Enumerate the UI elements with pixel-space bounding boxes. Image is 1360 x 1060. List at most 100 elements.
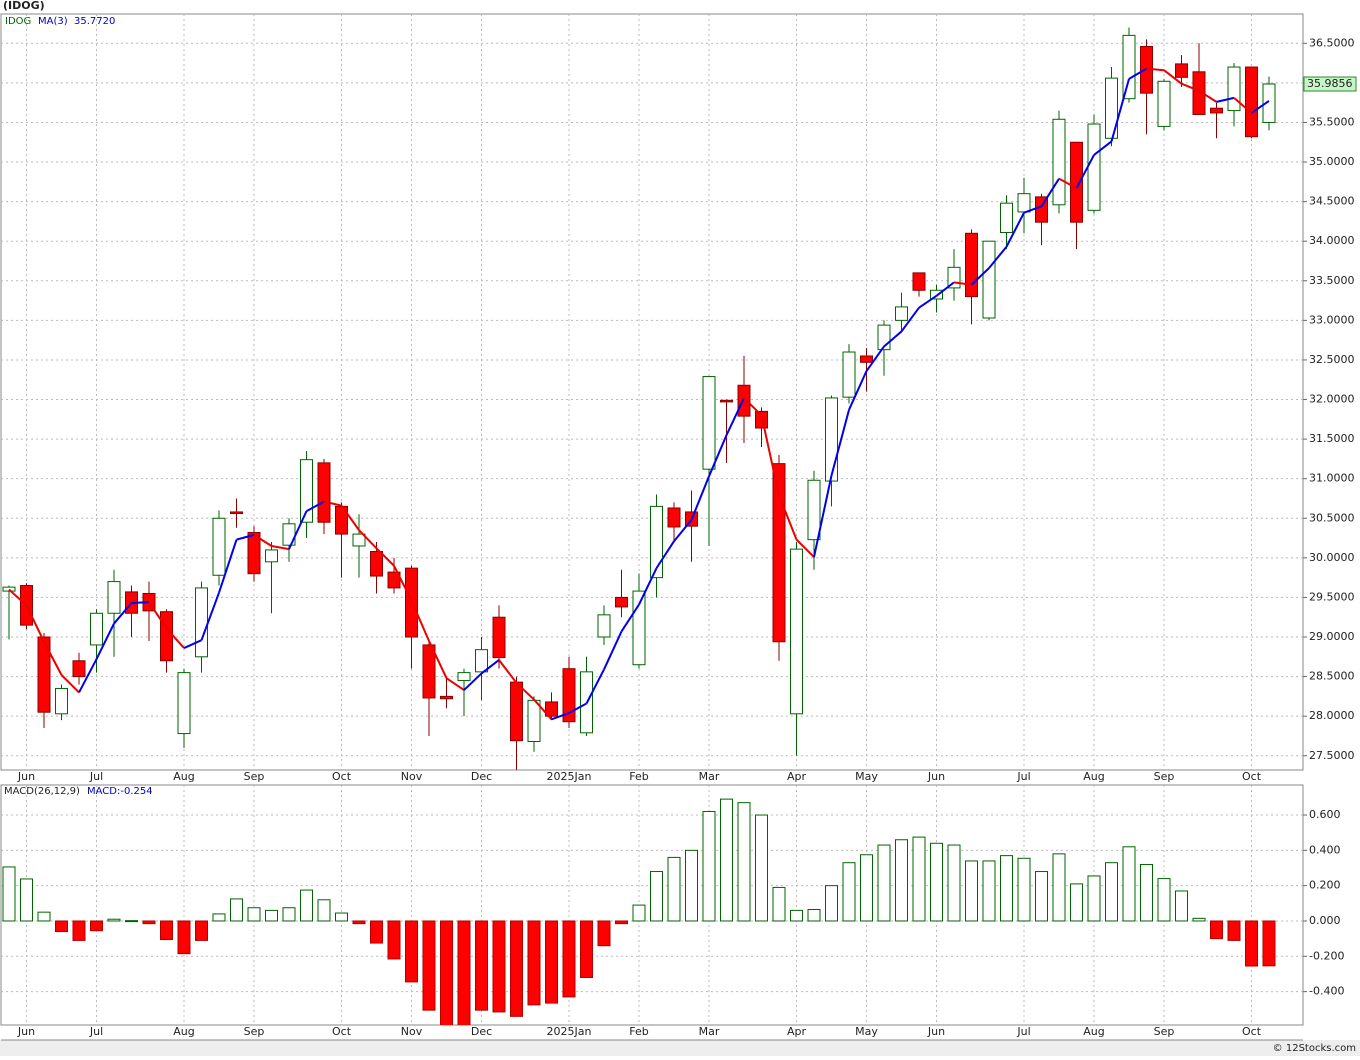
candle-body bbox=[475, 649, 488, 673]
macd-bar bbox=[615, 920, 628, 925]
ma-line bbox=[690, 475, 710, 521]
ma-line bbox=[900, 307, 920, 333]
macd-bar bbox=[230, 898, 243, 922]
x-tick-label: Feb bbox=[629, 770, 648, 783]
ma-line bbox=[743, 397, 763, 417]
ma-line bbox=[148, 601, 168, 629]
macd-bar bbox=[212, 913, 226, 922]
ma-line bbox=[655, 540, 675, 569]
candle-body bbox=[597, 614, 611, 638]
macd-bar bbox=[177, 920, 191, 955]
macd-bar bbox=[282, 907, 296, 922]
macd-bar bbox=[877, 844, 891, 922]
candle-body bbox=[790, 548, 803, 715]
ma-line bbox=[673, 519, 693, 542]
x-tick-label: Oct bbox=[1242, 770, 1262, 783]
macd-bar bbox=[580, 920, 593, 978]
candle-body bbox=[440, 695, 453, 700]
macd-bar bbox=[475, 920, 488, 1011]
candle-body bbox=[457, 672, 471, 682]
macd-bar bbox=[527, 920, 541, 1006]
panel-title: MACD(26,12,9) bbox=[4, 786, 80, 797]
ma-line bbox=[795, 538, 815, 558]
x-tick-label: Aug bbox=[173, 770, 194, 783]
macd-bar bbox=[790, 909, 803, 922]
x-tick-label: Mar bbox=[699, 1025, 720, 1038]
x-tick-label: Nov bbox=[401, 1025, 423, 1038]
x-tick-label: Mar bbox=[699, 770, 720, 783]
ma-line bbox=[131, 601, 150, 604]
x-tick-label: Sep bbox=[244, 770, 265, 783]
ma-line bbox=[603, 631, 623, 670]
y-tick-label: 0.600 bbox=[1309, 808, 1341, 821]
copyright: © 12Stocks.com bbox=[1273, 1043, 1356, 1054]
macd-bar bbox=[982, 860, 996, 922]
macd-bar bbox=[720, 798, 733, 922]
ma-line bbox=[1198, 89, 1218, 103]
y-tick-label: 36.5000 bbox=[1309, 36, 1355, 49]
ma-line bbox=[323, 500, 342, 507]
x-tick-label: Jul bbox=[89, 1025, 103, 1038]
candle-body bbox=[387, 571, 401, 589]
macd-bar bbox=[650, 871, 663, 922]
macd-bar bbox=[1000, 855, 1013, 922]
macd-bar bbox=[807, 909, 821, 922]
ma-line bbox=[95, 623, 115, 660]
macd-bar bbox=[1052, 853, 1066, 922]
candle-body bbox=[1017, 193, 1031, 213]
y-tick-label: 28.5000 bbox=[1309, 670, 1355, 683]
candle-body bbox=[807, 479, 821, 541]
y-tick-label: 30.5000 bbox=[1309, 511, 1355, 524]
x-tick-label: Aug bbox=[173, 1025, 194, 1038]
macd-bar bbox=[1192, 917, 1206, 922]
ma-line bbox=[236, 533, 255, 541]
ma-line bbox=[8, 588, 28, 607]
macd-bar bbox=[1262, 920, 1276, 967]
ma-line bbox=[306, 500, 325, 513]
candle-body bbox=[177, 672, 191, 735]
candle-body bbox=[352, 533, 366, 547]
ma-line bbox=[480, 659, 500, 675]
ma-line bbox=[1075, 154, 1095, 189]
candle-body bbox=[510, 681, 523, 742]
y-tick-label: 35.0000 bbox=[1309, 155, 1355, 168]
last-price-box bbox=[1303, 76, 1357, 92]
ma-line bbox=[463, 672, 483, 691]
macd-bar bbox=[20, 878, 33, 922]
x-tick-label: Nov bbox=[401, 770, 423, 783]
y-tick-label: 33.5000 bbox=[1309, 274, 1355, 287]
ma-line bbox=[358, 529, 378, 550]
x-tick-label: May bbox=[855, 1025, 878, 1038]
x-tick-label: Oct bbox=[332, 770, 352, 783]
y-tick-label: 28.0000 bbox=[1309, 709, 1355, 722]
macd-bar bbox=[160, 920, 173, 941]
candle-body bbox=[1000, 202, 1013, 233]
ma-line bbox=[25, 604, 45, 643]
macd-bar bbox=[1087, 875, 1101, 922]
candle-body bbox=[702, 376, 716, 470]
candle-body bbox=[300, 459, 313, 523]
candle-body bbox=[37, 636, 51, 713]
ma-line bbox=[970, 267, 990, 286]
footer-bar bbox=[0, 1040, 1360, 1056]
chart-title: (IDOG) bbox=[3, 0, 45, 12]
ma-line bbox=[1250, 100, 1270, 114]
macd-bar bbox=[90, 920, 103, 932]
ma-line bbox=[638, 567, 658, 605]
macd-bar bbox=[842, 862, 856, 922]
candle-body bbox=[317, 462, 331, 523]
x-tick-label: 2025Jan bbox=[547, 1025, 592, 1038]
macd-bar bbox=[142, 920, 156, 925]
candle-body bbox=[265, 549, 278, 563]
ma-line bbox=[1023, 205, 1042, 214]
candle-body bbox=[212, 517, 226, 576]
y-tick-label: 32.0000 bbox=[1309, 393, 1355, 406]
ma-line bbox=[585, 669, 605, 704]
ma-line bbox=[165, 627, 185, 649]
y-tick-label: 33.0000 bbox=[1309, 313, 1355, 326]
macd-bar bbox=[702, 810, 716, 922]
ma-line bbox=[1163, 69, 1183, 85]
ma-line bbox=[445, 677, 465, 691]
x-tick-label: Jul bbox=[89, 770, 103, 783]
